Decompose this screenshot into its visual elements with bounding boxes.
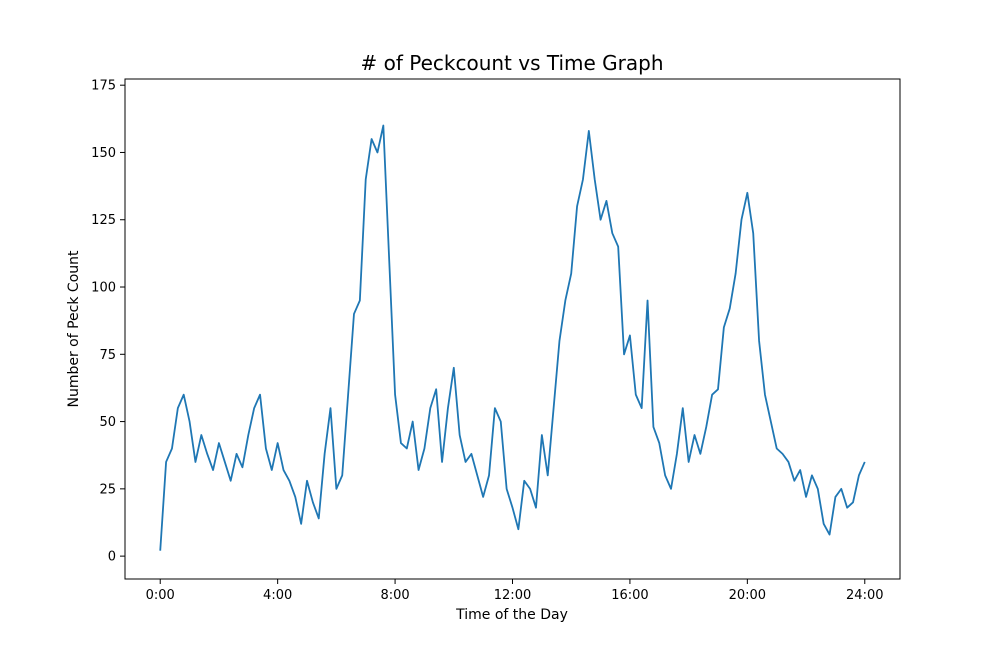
x-tick-label: 8:00 [380, 588, 409, 603]
x-tick-label: 12:00 [494, 588, 531, 603]
x-tick-label: 0:00 [146, 588, 175, 603]
x-tick-label: 20:00 [729, 588, 766, 603]
y-axis-label: Number of Peck Count [66, 250, 82, 408]
x-tick-label: 16:00 [611, 588, 648, 603]
y-tick-label: 100 [91, 281, 116, 296]
y-tick-label: 175 [91, 79, 116, 94]
y-tick-label: 0 [108, 550, 116, 565]
chart-title: # of Peckcount vs Time Graph [360, 51, 663, 75]
data-line [159, 124, 866, 551]
y-tick-label: 75 [99, 348, 116, 363]
y-tick-label: 150 [91, 146, 116, 161]
x-axis-label: Time of the Day [455, 607, 568, 623]
y-tick-label: 125 [91, 213, 116, 228]
x-tick-label: 24:00 [846, 588, 883, 603]
x-tick-label: 4:00 [263, 588, 292, 603]
y-tick-label: 25 [99, 482, 116, 497]
plot-frame [124, 78, 901, 580]
y-tick-label: 50 [99, 415, 116, 430]
